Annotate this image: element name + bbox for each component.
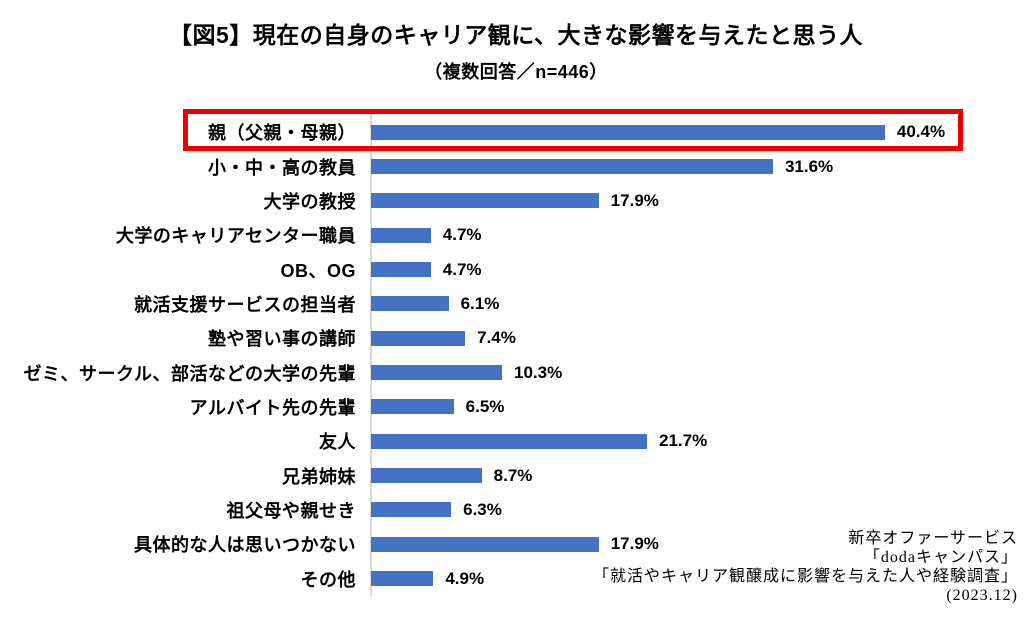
bar (371, 468, 482, 484)
bar (371, 296, 449, 312)
bar-area: 17.9% (371, 534, 1032, 554)
bar-area: 6.1% (371, 294, 1032, 314)
category-label: 塾や習い事の講師 (208, 329, 356, 350)
bar-area: 6.5% (371, 397, 1032, 417)
bar (371, 262, 431, 278)
bar-area: 40.4% (371, 122, 1032, 142)
chart-subtitle: （複数回答／n=446） (424, 62, 608, 82)
category-label: ゼミ、サークル、部活などの大学の先輩 (23, 363, 356, 384)
bar (371, 399, 454, 415)
bar-row: 就活支援サービスの担当者 6.1% (0, 287, 1032, 321)
bar-area: 21.7% (371, 431, 1032, 451)
value-label: 21.7% (659, 431, 708, 451)
source-note: 新卒オファーサービス 「dodaキャンパス」 「就活やキャリア観醸成に影響を与え… (593, 529, 1018, 605)
bar-row: 具体的な人は思いつかない 17.9% (0, 527, 1032, 561)
bar (371, 193, 599, 209)
source-line: (2023.12) (946, 587, 1018, 604)
bar-area: 4.7% (371, 260, 1032, 280)
bar-row: 塾や習い事の講師 7.4% (0, 321, 1032, 355)
bar-row: 小・中・高の教員 31.6% (0, 149, 1032, 183)
value-label: 31.6% (784, 156, 834, 176)
category-label: 就活支援サービスの担当者 (134, 294, 356, 315)
bar-row: アルバイト先の先輩 6.5% (0, 390, 1032, 424)
bar-area: 4.7% (371, 225, 1032, 245)
bar-row: 大学の教授 17.9% (0, 184, 1032, 218)
bar-area: 6.3% (371, 500, 1032, 520)
bar-row: 兄弟姉妹 8.7% (0, 458, 1032, 492)
value-label: 6.5% (465, 396, 505, 416)
bar (371, 227, 431, 243)
source-line: 新卒オファーサービス (848, 530, 1018, 547)
value-label: 6.3% (463, 499, 502, 519)
bar-row: OB、OG 4.7% (0, 252, 1032, 286)
bar-area: 7.4% (371, 328, 1032, 348)
bar-row: 祖父母や親せき 6.3% (0, 493, 1032, 527)
value-label: 4.7% (442, 225, 482, 245)
category-label: 具体的な人は思いつかない (134, 535, 356, 556)
bar (371, 536, 599, 552)
value-label: 6.1% (460, 293, 500, 313)
bar-row: 友人 21.7% (0, 424, 1032, 458)
category-label: 大学のキャリアセンター職員 (115, 226, 356, 247)
category-label: 兄弟姉妹 (282, 466, 356, 487)
category-label: アルバイト先の先輩 (189, 397, 356, 418)
bar-area: 17.9% (371, 191, 1032, 211)
value-label: 10.3% (514, 362, 563, 382)
value-label: 8.7% (493, 465, 533, 485)
bar (371, 330, 466, 346)
y-axis-line (370, 110, 372, 596)
value-label: 4.9% (445, 568, 485, 588)
bar (371, 124, 885, 140)
bar-area: 4.9% (371, 569, 1032, 589)
category-label: 友人 (319, 432, 356, 453)
bar-area: 10.3% (371, 363, 1032, 383)
source-line: 「就活やキャリア観醸成に影響を与えた人や経験調査」 (592, 568, 1018, 585)
category-label: 小・中・高の教員 (208, 157, 356, 178)
bar (371, 502, 452, 518)
bar (371, 159, 773, 175)
bar-row: ゼミ、サークル、部活などの大学の先輩 10.3% (0, 355, 1032, 389)
bar-rows: 親（父親・母親） 40.4% 小・中・高の教員 31.6% 大学の教授 17.9% 大学のキ… (0, 115, 1032, 596)
category-label: 親（父親・母親） (208, 123, 356, 144)
category-label: OB、OG (280, 260, 356, 281)
chart-title: 【図5】現在の自身のキャリア観に、大きな影響を与えたと思う人 (168, 22, 864, 48)
category-label: その他 (300, 569, 356, 590)
bar-row: 親（父親・母親） 40.4% (0, 115, 1032, 149)
value-label: 17.9% (610, 534, 659, 554)
value-label: 40.4% (896, 122, 946, 142)
value-label: 4.7% (442, 259, 482, 279)
bar-area: 31.6% (371, 157, 1032, 177)
category-label: 大学の教授 (263, 191, 356, 212)
bar-row: その他 4.9% (0, 561, 1032, 595)
bar (371, 571, 434, 587)
bar (371, 365, 503, 381)
source-line: 「dodaキャンパス」 (863, 549, 1018, 566)
value-label: 17.9% (610, 190, 659, 210)
value-label: 7.4% (477, 328, 516, 348)
bar-area: 8.7% (371, 466, 1032, 486)
bar-row: 大学のキャリアセンター職員 4.7% (0, 218, 1032, 252)
bar (371, 433, 648, 449)
category-label: 祖父母や親せき (226, 500, 356, 521)
